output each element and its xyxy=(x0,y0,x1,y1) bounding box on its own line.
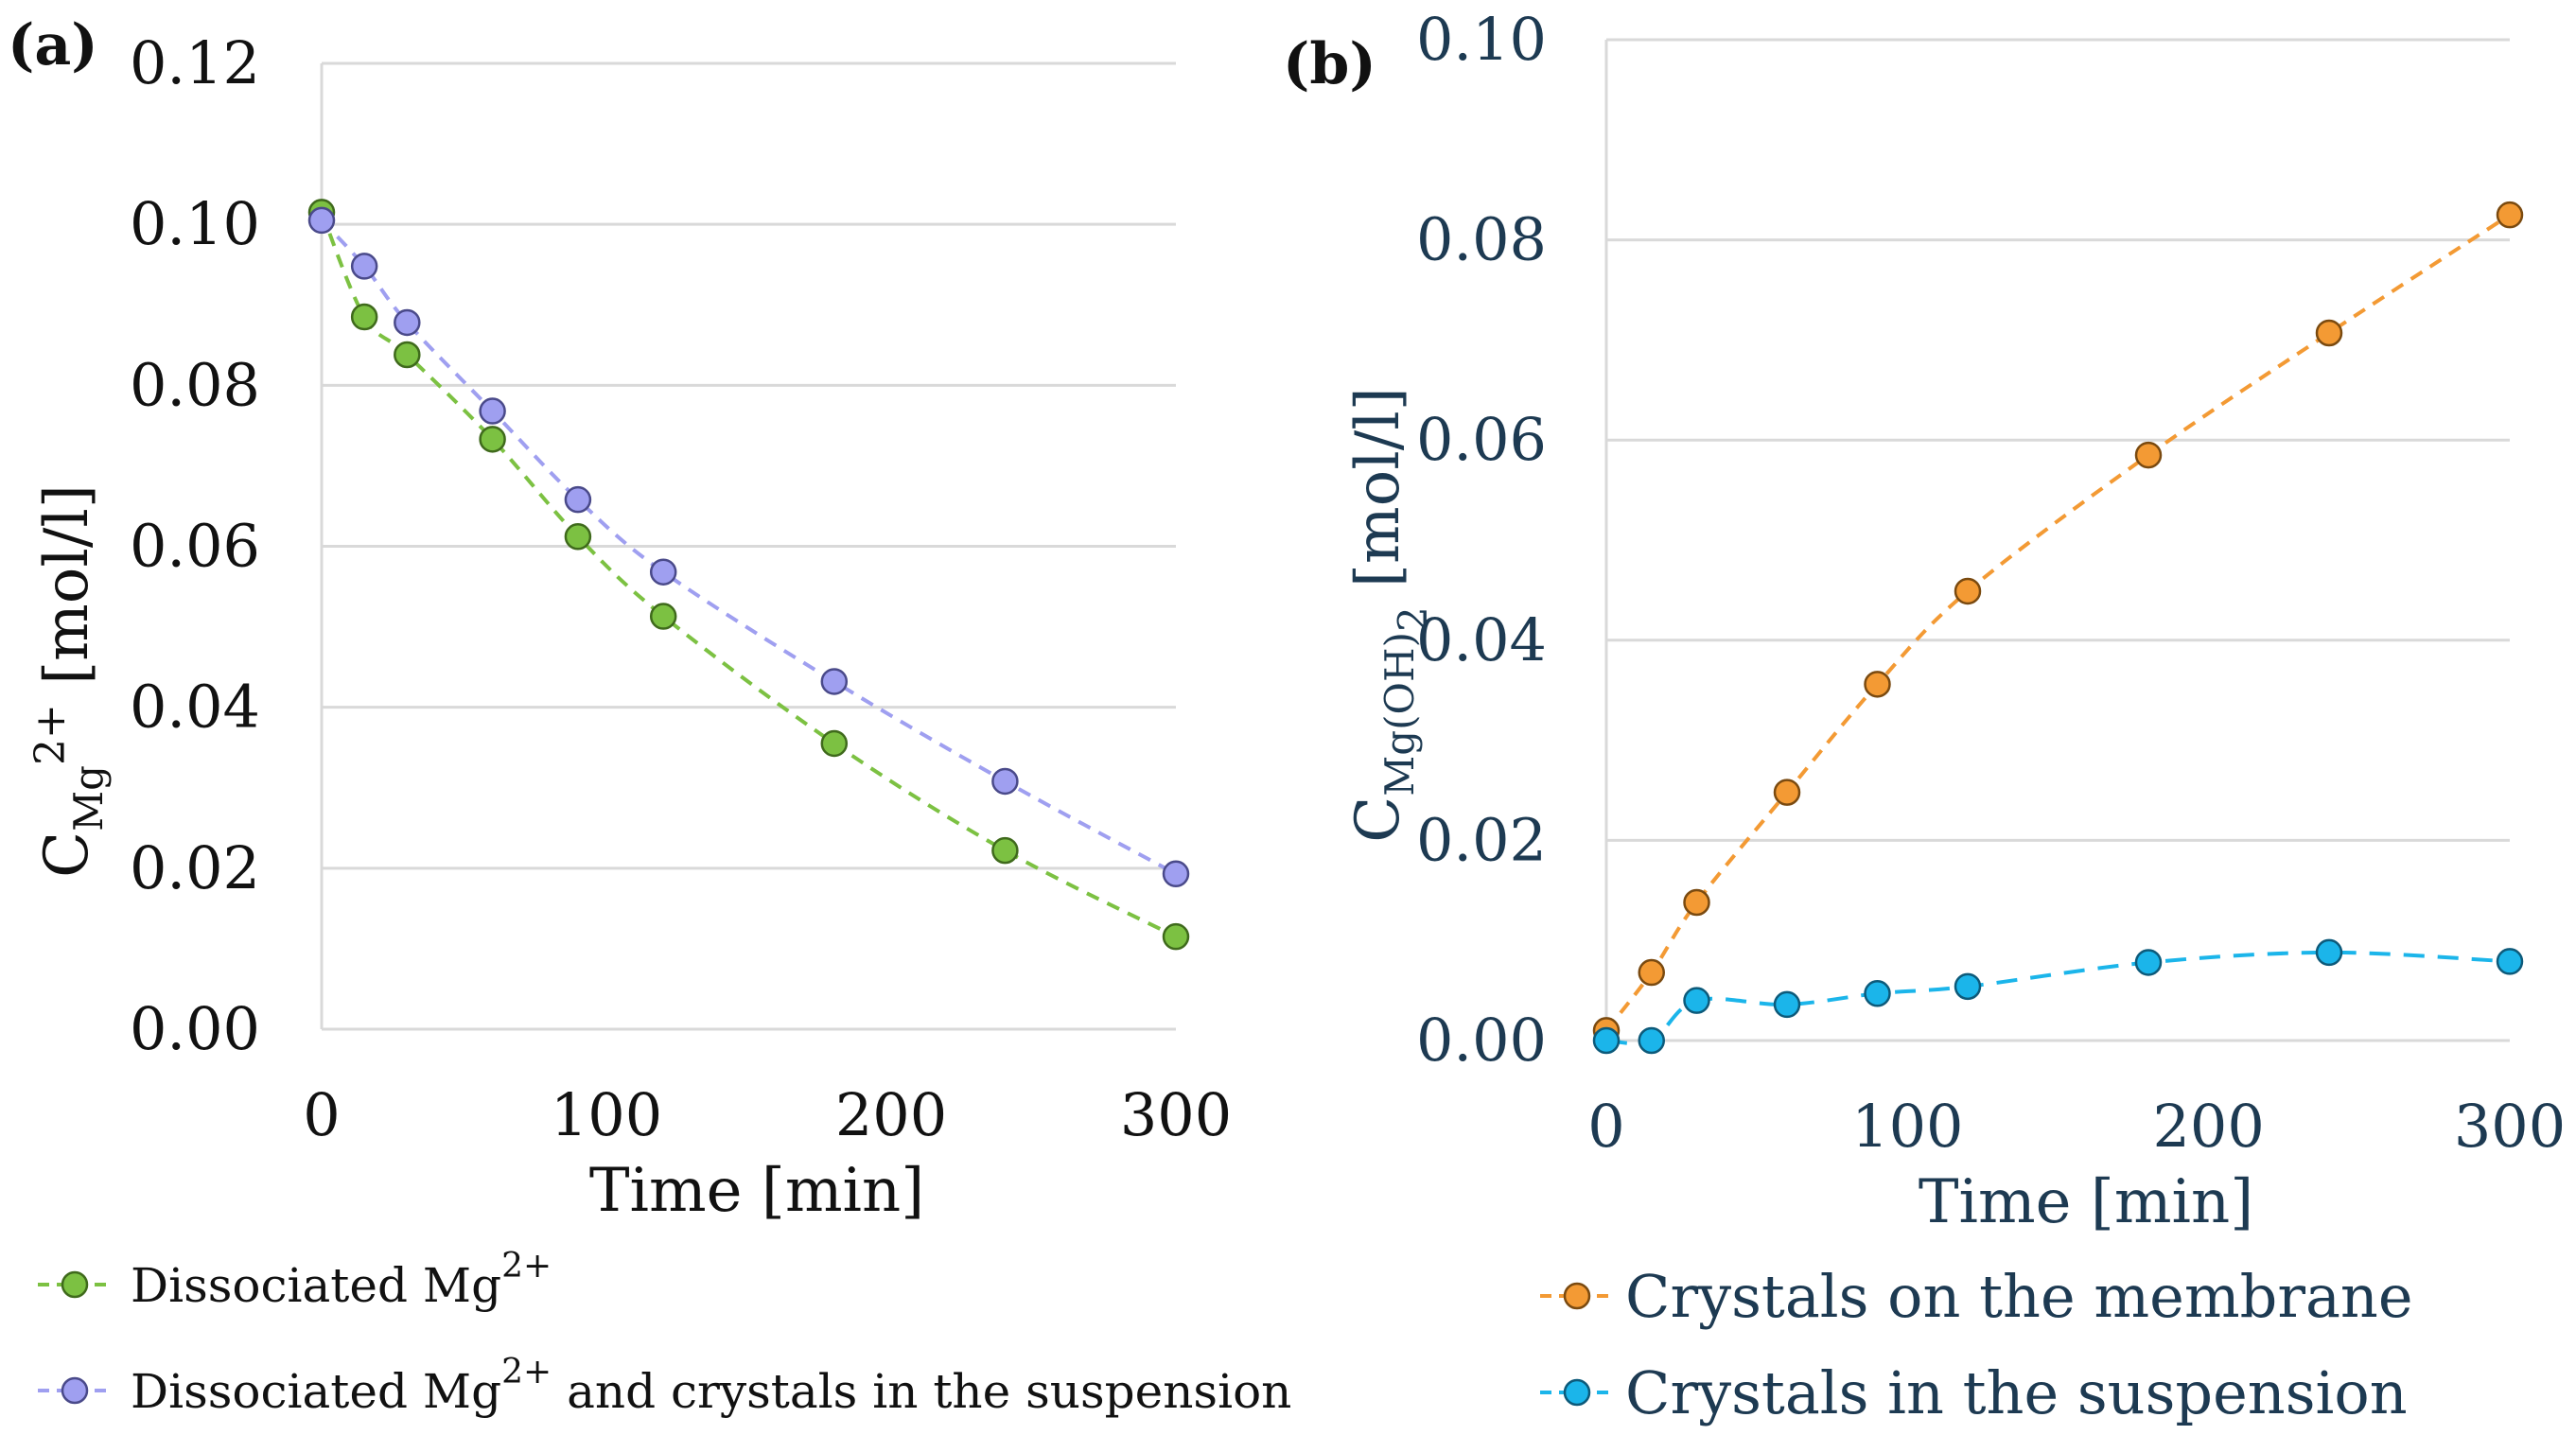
data-point xyxy=(1162,860,1190,888)
data-point xyxy=(2496,201,2524,229)
y-axis-title-b: CMg(OH)2 [mol/l] xyxy=(1343,387,1436,842)
x-axis-title-a: Time [min] xyxy=(589,1156,924,1226)
data-point xyxy=(649,558,677,586)
data-point xyxy=(991,767,1019,796)
data-point xyxy=(479,397,506,425)
y-ticks-a: 0.00 0.02 0.04 0.06 0.08 0.10 0.12 xyxy=(130,28,260,1063)
grid-b xyxy=(1604,38,2510,1042)
data-point xyxy=(1638,958,1665,987)
data-point xyxy=(394,308,421,337)
series-b xyxy=(1592,201,2524,1055)
panel-label-b: (b) xyxy=(1283,31,1376,97)
data-point xyxy=(564,523,592,551)
y-tick-label: 0.10 xyxy=(1416,5,1547,74)
data-point xyxy=(350,253,378,280)
data-point xyxy=(1638,1026,1665,1055)
legend-label: Crystals in the suspension xyxy=(1625,1358,2408,1427)
legend-label: Dissociated Mg2+ xyxy=(131,1247,552,1313)
x-ticks-a: 0 100 200 300 xyxy=(303,1080,1232,1149)
series-line xyxy=(320,219,1177,876)
data-point xyxy=(2496,948,2524,975)
data-point xyxy=(991,836,1019,865)
legend-marker xyxy=(1563,1378,1591,1407)
x-tick-label: 300 xyxy=(2454,1092,2566,1161)
x-tick-label: 100 xyxy=(551,1080,662,1149)
data-point xyxy=(649,603,677,630)
x-tick-label: 0 xyxy=(303,1080,340,1149)
data-point xyxy=(479,426,506,453)
data-point xyxy=(1162,922,1190,951)
data-point xyxy=(820,668,849,695)
legend-marker xyxy=(61,1376,89,1405)
data-point xyxy=(1592,1026,1621,1055)
series-line xyxy=(320,211,1177,938)
data-point xyxy=(307,206,336,235)
x-ticks-b: 0 100 200 300 xyxy=(1587,1092,2566,1161)
y-tick-label: 0.06 xyxy=(1416,405,1547,474)
chart-panel-a: (a) 0.00 0.02 0.04 0.06 0.08 0.10 0.12 0 100 200… xyxy=(8,12,1291,1419)
data-point xyxy=(2134,949,2163,976)
data-point xyxy=(820,729,849,758)
y-tick-label: 0.12 xyxy=(130,28,260,97)
chart-panel-b: (b) 0.000.020.040.060.080.10 0 100 200 300 … xyxy=(1283,5,2566,1427)
legend-marker xyxy=(1563,1282,1591,1310)
y-tick-label: 0.06 xyxy=(130,512,260,581)
series-line xyxy=(1605,950,2511,1046)
data-point xyxy=(1864,671,1891,698)
x-tick-label: 200 xyxy=(835,1080,947,1149)
y-axis-title-a: CMg2+ [mol/l] xyxy=(26,484,112,878)
x-axis-title-b: Time [min] xyxy=(1919,1167,2253,1237)
data-point xyxy=(1864,980,1891,1007)
y-tick-label: 0.04 xyxy=(1416,605,1547,674)
y-tick-label: 0.02 xyxy=(1416,805,1547,874)
x-tick-label: 200 xyxy=(2152,1092,2264,1161)
x-tick-label: 0 xyxy=(1587,1092,1624,1161)
y-ticks-b: 0.00 0.02 0.04 0.06 0.08 0.10 xyxy=(1416,5,1547,1075)
y-tick-label: 0.02 xyxy=(130,833,260,902)
y-tick-label: 0.00 xyxy=(1416,1006,1547,1075)
series-line xyxy=(1604,213,2512,1032)
data-point xyxy=(350,303,378,331)
x-tick-label: 100 xyxy=(1851,1092,1963,1161)
legend-marker xyxy=(61,1270,89,1299)
data-point xyxy=(1954,577,1982,605)
y-tick-label: 0.08 xyxy=(130,350,260,419)
grid-a xyxy=(320,61,1176,1031)
data-point xyxy=(564,485,592,514)
legend-label: Crystals on the membrane xyxy=(1625,1262,2413,1331)
data-point xyxy=(2315,319,2343,347)
x-tick-label: 300 xyxy=(1120,1080,1232,1149)
legend-label: Dissociated Mg2+ and crystals in the sus… xyxy=(131,1353,1291,1419)
data-point xyxy=(1773,990,1801,1019)
y-tick-label: 0.10 xyxy=(130,189,260,258)
y-tick-label: 0.04 xyxy=(130,673,260,742)
data-point xyxy=(1773,779,1801,806)
data-point xyxy=(2134,441,2163,469)
panel-label-a: (a) xyxy=(8,12,98,79)
legend-b: Crystals on the membrane Crystals in the … xyxy=(1540,1262,2413,1427)
data-point xyxy=(1683,987,1710,1014)
y-tick-label: 0.08 xyxy=(1416,205,1547,274)
data-point xyxy=(1683,888,1710,917)
y-tick-label: 0.00 xyxy=(130,994,260,1063)
series-a xyxy=(307,199,1190,951)
data-point xyxy=(1954,972,1982,1001)
data-point xyxy=(2315,938,2343,967)
data-point xyxy=(394,341,421,369)
legend-a: Dissociated Mg2+ Dissociated Mg2+ and cry… xyxy=(38,1247,1291,1419)
